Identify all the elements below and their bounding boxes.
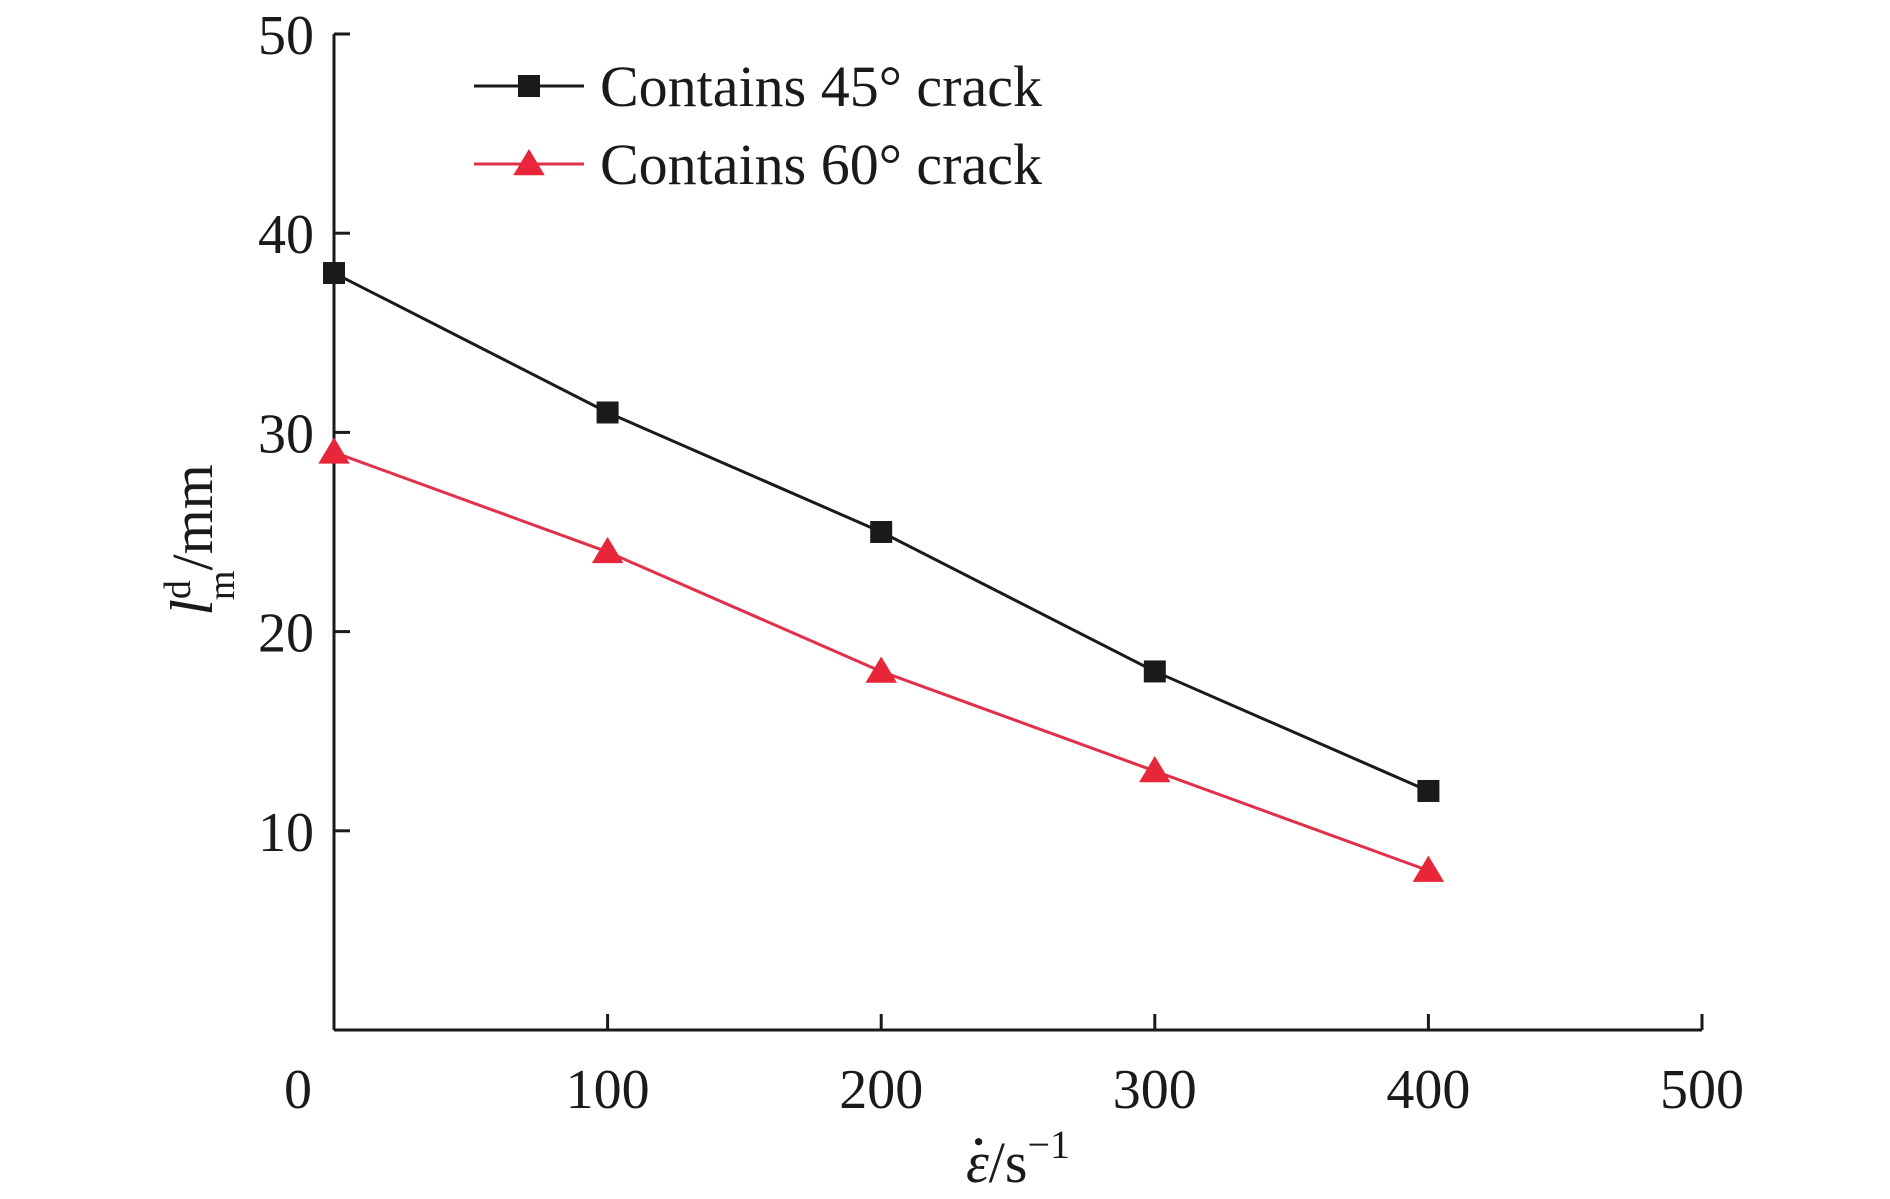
legend: Contains 45° crack Contains 60° crack [474,54,1042,197]
y-axis-title-symbol: l [159,599,225,616]
series-marker-square [323,262,345,285]
series-marker-square [870,521,893,543]
series-marker-triangle [865,656,897,683]
x-tick-label: 0 [284,1059,312,1121]
legend-marker-triangle [513,149,545,176]
x-tick-label: 100 [566,1059,650,1121]
x-axis-title-dot [974,1138,983,1146]
series-marker-square [1143,660,1166,683]
y-axis-title: ldm/mm [157,464,243,616]
series-lines [333,271,1430,873]
x-tick-label: 300 [1113,1059,1197,1121]
series-marker-triangle [318,437,350,464]
legend-marker-square [518,75,540,97]
y-axis-title-subscript: m [201,571,243,601]
legend-label: Contains 45° crack [600,54,1042,119]
x-tick-label: 500 [1660,1059,1744,1121]
y-tick-label: 30 [258,403,314,465]
axes [332,34,1702,1032]
series-marker-triangle [591,536,624,564]
y-tick-label: 10 [258,802,314,864]
y-axis-title-unit: /mm [160,464,225,570]
x-tick-label: 400 [1386,1059,1470,1121]
y-tick-label: 50 [258,5,314,67]
series-marker-square [1417,779,1440,802]
series-marker-triangle [1139,756,1171,783]
x-tick-label: 200 [839,1059,923,1121]
x-axis-title-exponent: −1 [1027,1122,1070,1167]
legend-item: Contains 60° crack [474,132,1042,197]
series-marker-square [596,401,619,424]
ticks: 0 100 200 300 400 500 10 20 30 40 50 [258,5,1744,1121]
legend-item: Contains 45° crack [474,54,1042,119]
series-marker-triangle [1412,855,1445,882]
y-axis-title-superscript: d [157,580,199,599]
y-tick-label: 40 [258,204,314,266]
y-axis-title-group: ldm/mm [157,464,243,616]
series-markers [318,262,1445,882]
legend-label: Contains 60° crack [600,132,1042,197]
x-axis-title-unit: /s [989,1130,1028,1195]
x-axis-title: ε/s−1 [966,1122,1070,1195]
x-axis-title-symbol: ε [966,1130,989,1195]
y-tick-label: 20 [258,603,314,665]
